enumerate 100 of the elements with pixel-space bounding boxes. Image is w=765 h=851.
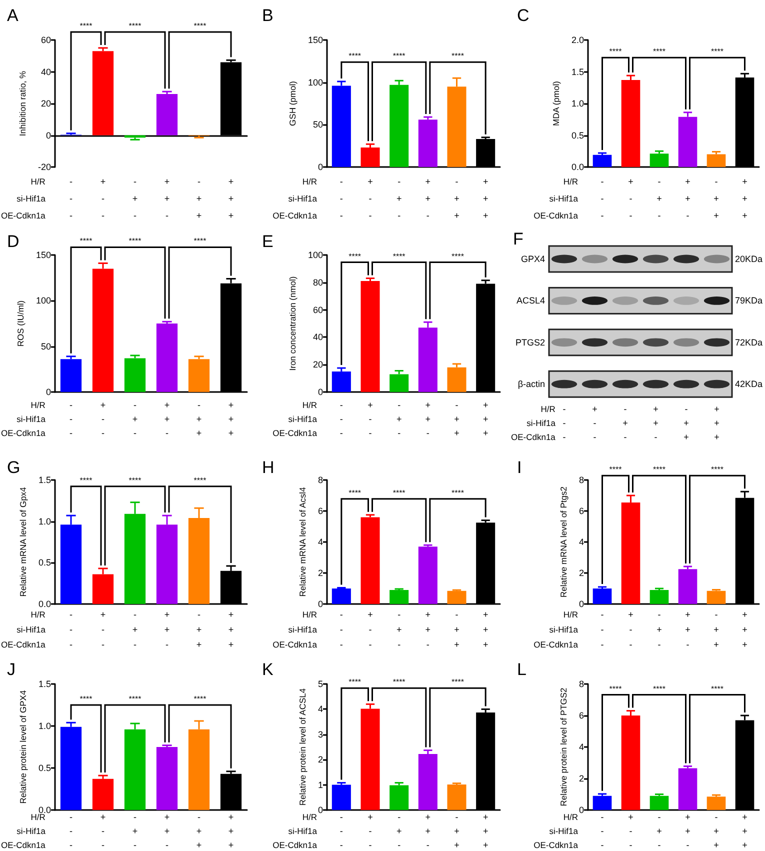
annotation: **** — [348, 678, 362, 687]
x-tick-label: + + + — [482, 400, 488, 438]
annotation: **** — [653, 684, 666, 694]
x-tick-label: - - - — [70, 610, 72, 650]
x-tick-label: + - - — [628, 176, 634, 220]
y-tick-label: 6 — [578, 506, 584, 516]
y-axis-title: Relative mRNA level of Gpx4 — [18, 486, 28, 597]
x-tick-label: + - - — [368, 610, 373, 650]
bar — [332, 784, 351, 810]
bar — [706, 796, 726, 810]
annotation: **** — [653, 47, 666, 56]
x-tick-label: + - - — [628, 610, 634, 650]
bar — [706, 590, 726, 604]
text: H/R — [302, 400, 317, 410]
annotation: **** — [452, 52, 464, 61]
text: OE-Cdkn1a — [1, 428, 46, 438]
annotation: **** — [711, 47, 724, 56]
y-tick-label: 3 — [318, 729, 323, 740]
x-tick-label: - + + — [714, 610, 719, 650]
y-tick-label: -20 — [38, 162, 51, 172]
y-tick-label: 1.0 — [571, 98, 584, 108]
y-axis-title: Relative protein level of PTGS2 — [558, 687, 569, 806]
x-tick-label: - + - — [396, 176, 402, 220]
text: si-Hif1a — [549, 194, 578, 204]
bar — [678, 116, 698, 167]
bar — [390, 374, 409, 392]
y-tick-label: 4 — [318, 537, 323, 547]
x-tick-label: - - - — [600, 610, 604, 650]
x-tick-label: + - - — [628, 812, 634, 850]
chart-title: J — [7, 660, 16, 679]
x-tick-label: - + + — [454, 176, 460, 220]
x-tick-label: + + + — [482, 812, 488, 850]
text: **** — [194, 236, 206, 246]
text: PTGS2 — [515, 337, 545, 348]
text: si-Hif1a — [288, 414, 318, 424]
y-tick-label: 2 — [578, 774, 584, 784]
x-tick-label: - + - — [396, 812, 402, 850]
x-tick-label: + + - — [425, 610, 431, 650]
annotation: **** — [128, 694, 142, 704]
bar — [592, 796, 612, 810]
x-tick-label: + - - — [100, 610, 106, 650]
bar — [650, 154, 669, 167]
x-tick-label: - - - — [340, 176, 343, 220]
bar — [592, 588, 612, 604]
x-tick-label: + + - — [685, 812, 690, 850]
bar — [156, 747, 178, 810]
text: 42KDa — [735, 379, 763, 390]
y-tick-label: 5 — [318, 679, 323, 689]
text: si-Hif1a — [288, 826, 318, 836]
bar — [418, 754, 438, 810]
text: si-Hif1a — [16, 826, 46, 836]
x-tick-label: - + + — [714, 812, 719, 850]
x-tick-label: - + - — [656, 610, 662, 650]
text: H/R — [30, 812, 46, 822]
text: OE-Cdkn1a — [272, 428, 318, 438]
text: si-Hif1a — [288, 624, 318, 634]
text: H/R — [30, 176, 46, 186]
y-tick-label: 0 — [318, 805, 323, 815]
y-tick-label: 0 — [318, 387, 323, 397]
text: si-Hif1a — [16, 624, 46, 634]
bar — [124, 358, 146, 392]
annotation: **** — [348, 488, 362, 498]
y-axis-title: Iron concentration (nmol) — [288, 276, 298, 371]
x-tick-label: - + + — [454, 812, 460, 850]
text: si-Hif1a — [16, 414, 46, 424]
annotation: **** — [80, 694, 92, 704]
x-tick-label: + + - — [164, 400, 170, 438]
x-tick-label: + + + — [742, 610, 748, 650]
y-axis-title: ROS (IU/ml) — [16, 300, 26, 347]
chart-title: H — [262, 458, 274, 477]
x-tick-label: - + - — [656, 812, 662, 850]
x-tick-label: - - - — [340, 610, 343, 650]
text: OE-Cdkn1a — [272, 640, 318, 650]
text: H/R — [302, 812, 317, 822]
y-axis-title: GSH (pmol) — [288, 80, 298, 126]
text: **** — [128, 236, 142, 246]
bar — [678, 569, 698, 604]
text: **** — [80, 236, 92, 246]
x-tick-label: - + - — [132, 400, 138, 438]
y-tick-label: 4 — [578, 537, 584, 547]
text: **** — [194, 21, 206, 30]
text: OE-Cdkn1a — [534, 840, 578, 850]
x-tick-label: + + - — [425, 812, 431, 850]
x-tick-label: + + + — [228, 400, 234, 438]
text: H/R — [302, 610, 317, 620]
y-tick-label: 0.0 — [38, 805, 51, 815]
text: OE-Cdkn1a — [1, 210, 46, 220]
annotation: **** — [194, 694, 206, 704]
bar — [447, 784, 466, 810]
x-tick-label: + - - — [368, 176, 373, 220]
x-tick-label: - + - — [656, 176, 662, 220]
text: H/R — [563, 610, 578, 620]
y-tick-label: 8 — [318, 475, 323, 485]
bar — [650, 796, 669, 810]
chart-title: C — [517, 6, 530, 25]
y-tick-label: 0 — [578, 599, 584, 609]
x-tick-label: + - - — [368, 400, 373, 438]
y-tick-label: 2 — [578, 568, 584, 578]
x-tick-label: - - - — [600, 812, 604, 850]
x-tick-label: - - - — [340, 812, 343, 850]
